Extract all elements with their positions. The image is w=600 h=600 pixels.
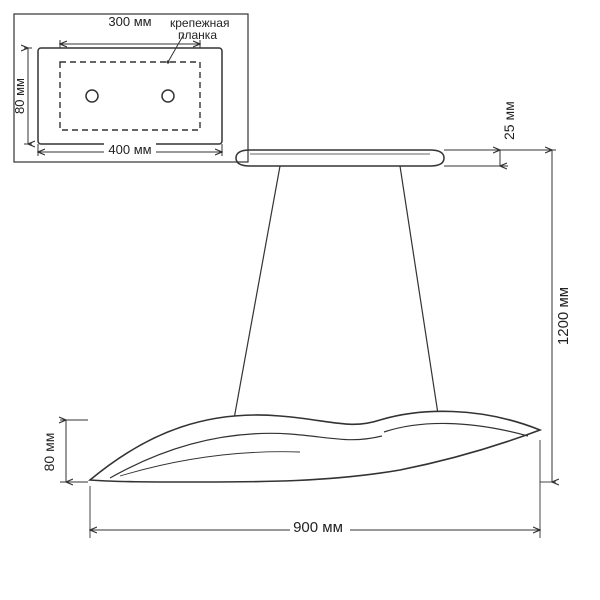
suspension-cable <box>400 166 438 414</box>
lamp-body <box>90 411 540 482</box>
dim-900-label: 900 мм <box>293 519 343 536</box>
mounting-bracket-outline <box>60 62 200 130</box>
dim-25-label: 25 мм <box>501 101 517 140</box>
main-view: 25 мм 1200 мм 900 мм 80 мм <box>41 101 572 538</box>
bracket-label: крепежная планка <box>170 16 233 42</box>
inset-detail: крепежная планка 300 мм 400 мм 80 мм <box>12 14 248 162</box>
dim-80-label: 80 мм <box>12 78 27 114</box>
dim-1200-label: 1200 мм <box>555 287 572 345</box>
ceiling-canopy <box>236 150 444 166</box>
technical-drawing: крепежная планка 300 мм 400 мм 80 мм <box>0 0 600 600</box>
dim-400-label: 400 мм <box>108 142 151 157</box>
mounting-hole <box>162 90 174 102</box>
dim-300-label: 300 мм <box>108 14 151 29</box>
drawing-svg: крепежная планка 300 мм 400 мм 80 мм <box>0 0 600 600</box>
suspension-cable <box>232 166 280 430</box>
dim-80-body-label: 80 мм <box>41 433 57 472</box>
mounting-hole <box>86 90 98 102</box>
